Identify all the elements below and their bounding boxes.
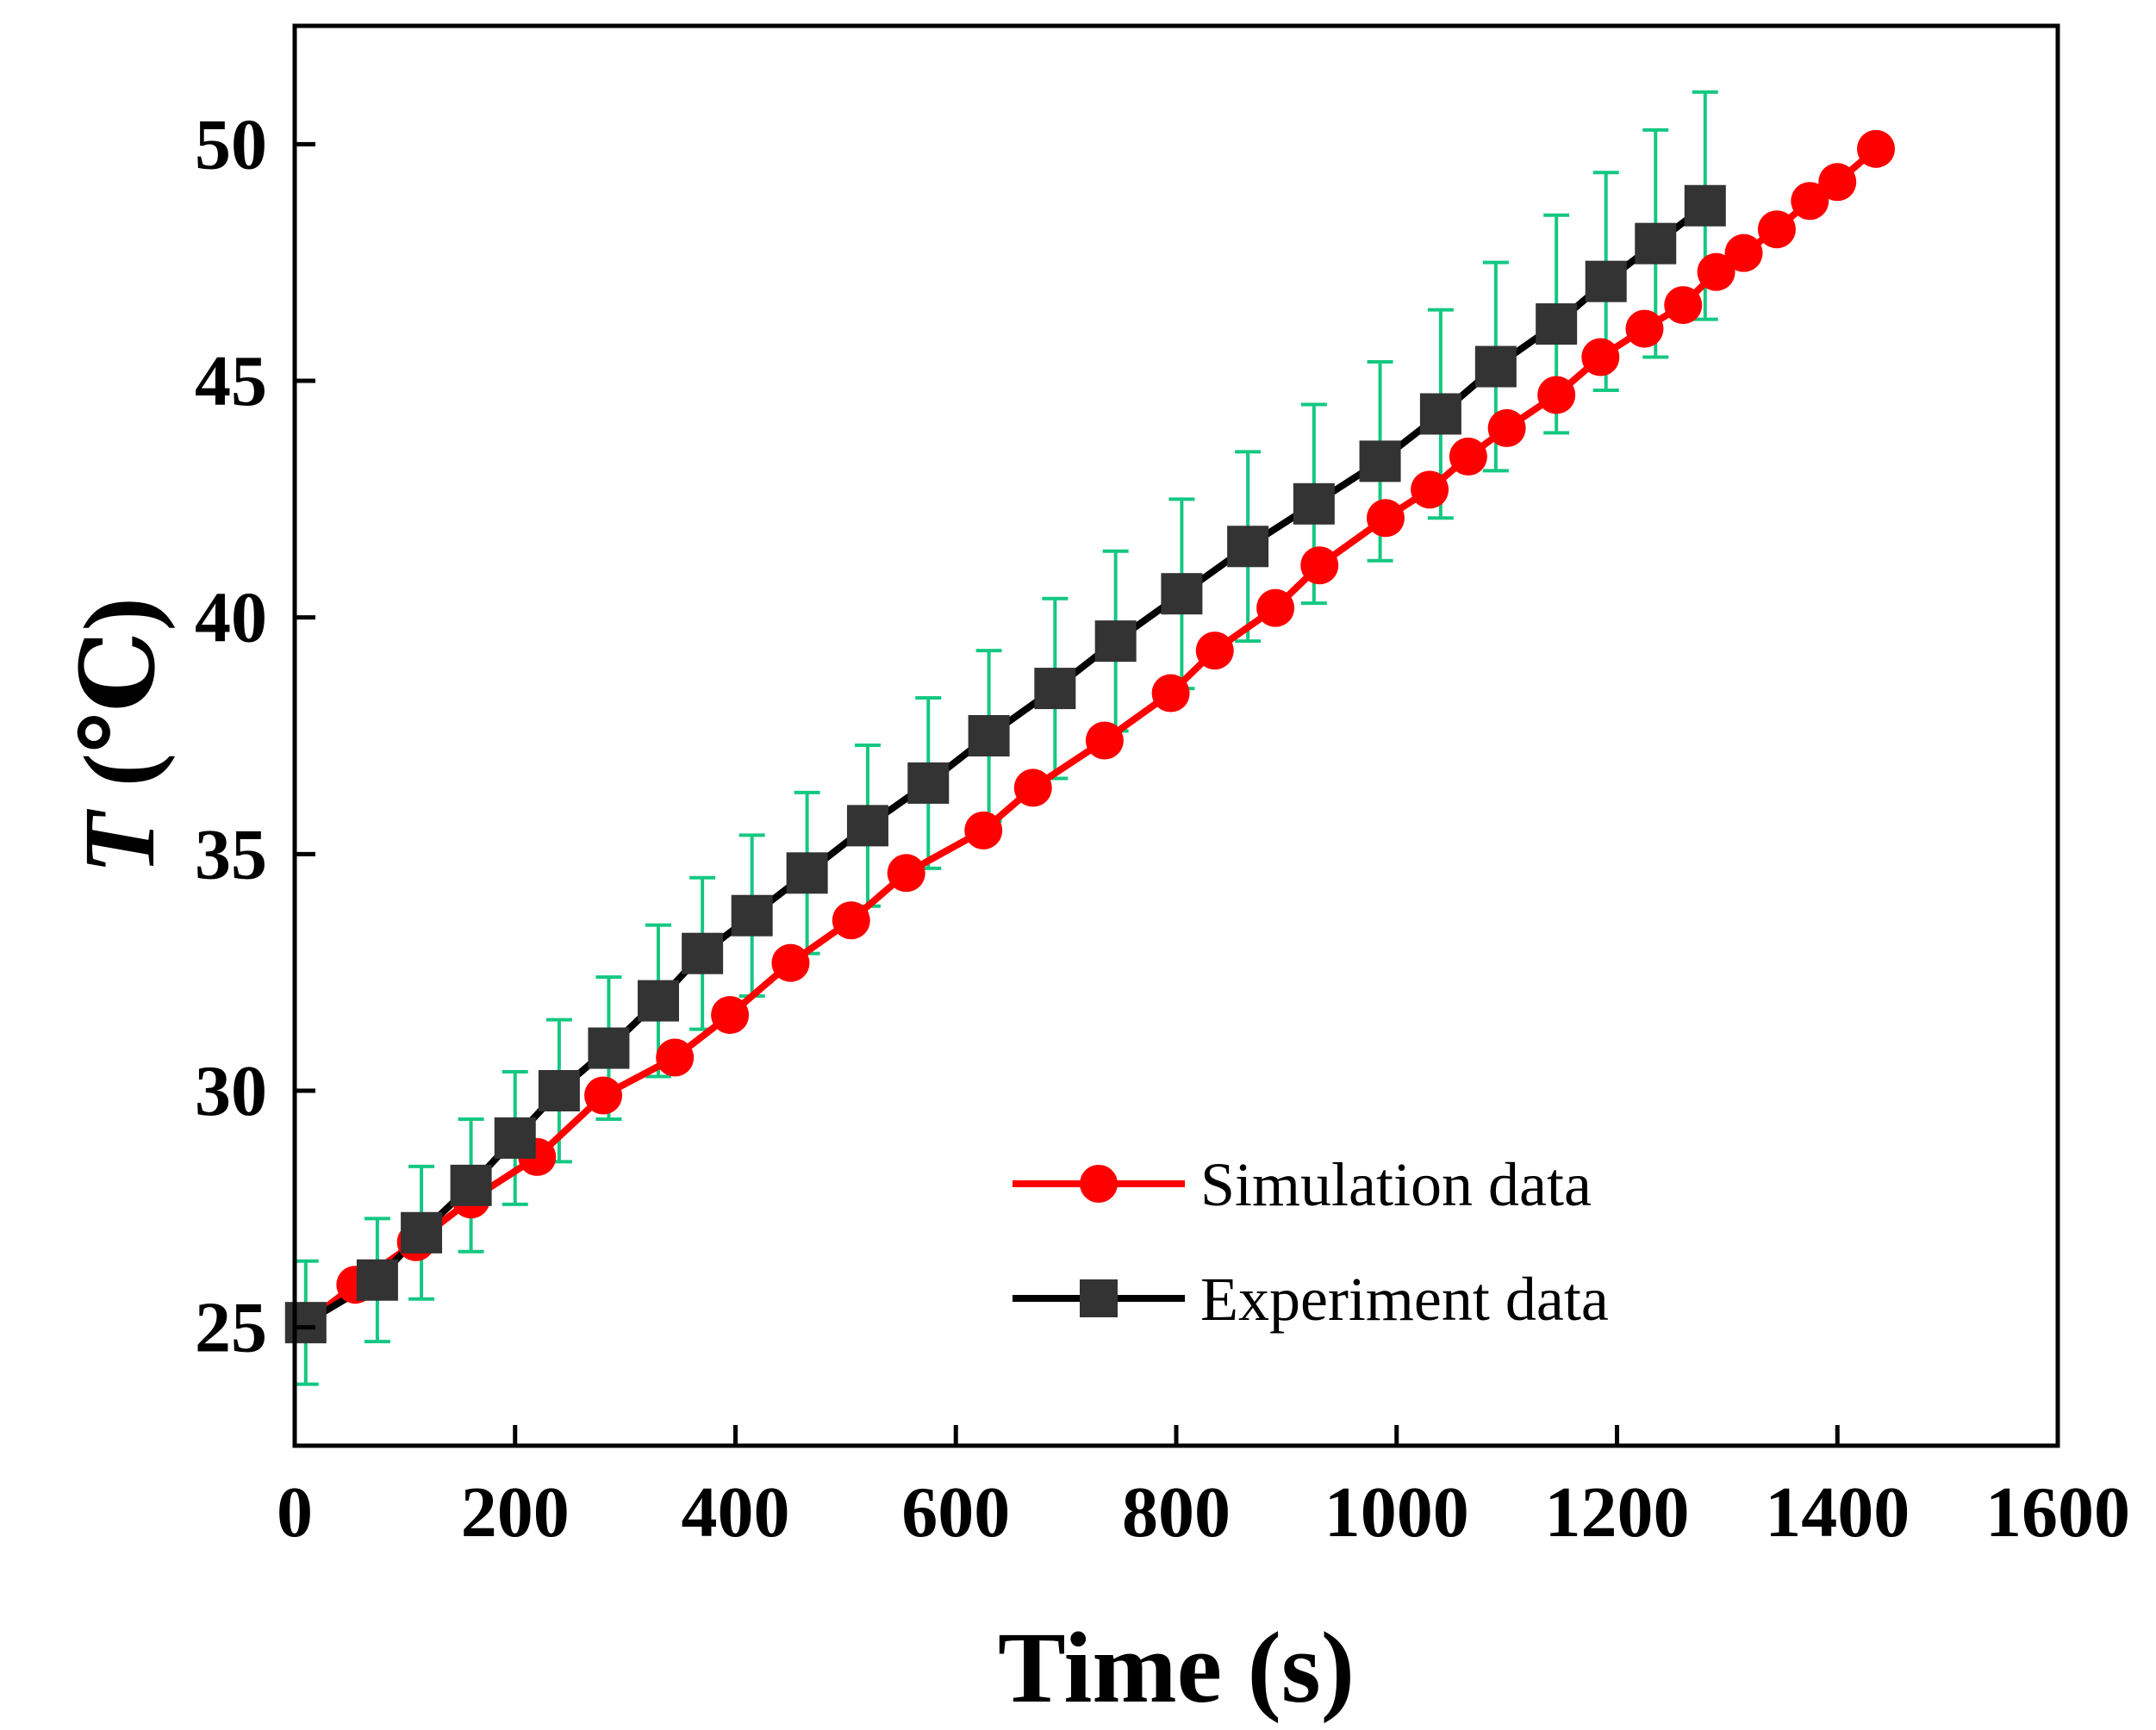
data-point-experiment [1474,345,1517,388]
data-point-experiment [538,1070,580,1111]
data-point-experiment [682,932,724,974]
y-tick-label: 40 [195,578,267,658]
y-tick-label: 30 [195,1051,267,1131]
data-point-experiment [1034,668,1076,710]
y-tick-label: 25 [195,1288,267,1368]
data-point-simulation [1366,499,1405,538]
data-point-simulation [1818,163,1857,202]
data-point-simulation [1411,470,1449,509]
data-point-experiment [356,1259,398,1301]
legend-label-experiment: Experiment data [1200,1265,1609,1334]
data-point-experiment [1536,303,1578,345]
data-point-simulation [1757,210,1796,249]
series-markers [284,129,1896,1344]
data-point-simulation [1300,546,1339,585]
data-point-experiment [1635,222,1677,264]
data-point-experiment [1359,440,1401,482]
data-point-experiment [968,715,1010,756]
y-tick-label: 45 [195,341,267,421]
x-tick-label: 400 [682,1472,790,1553]
legend-label-simulation: Simulation data [1200,1150,1592,1219]
x-tick-label: 800 [1122,1472,1231,1553]
data-point-experiment [907,762,950,804]
data-point-simulation [1625,309,1664,348]
legend: Simulation data Experiment data [1013,1150,1609,1334]
x-tick-label: 1000 [1324,1472,1469,1553]
x-tick-label: 1600 [1985,1472,2130,1553]
data-point-simulation [1487,408,1526,447]
data-point-simulation [887,854,925,893]
data-point-experiment [284,1302,327,1344]
data-point-simulation [1581,338,1620,376]
data-point-experiment [1419,393,1461,435]
x-tick-label: 1400 [1765,1472,1910,1553]
y-tick-label: 50 [195,104,267,184]
data-point-experiment [731,894,773,937]
data-point-experiment [1161,573,1203,615]
x-tick-label: 0 [277,1472,313,1553]
data-point-experiment [494,1117,536,1159]
x-tick-label: 200 [461,1472,570,1553]
data-point-experiment [637,980,679,1022]
data-point-simulation [711,996,750,1035]
data-point-simulation [1697,252,1735,291]
data-point-simulation [656,1038,695,1077]
data-point-simulation [1791,182,1829,221]
data-point-experiment [1585,260,1627,302]
data-point-simulation [1195,632,1234,670]
legend-marker-simulation [1080,1165,1118,1203]
plot-frame [292,23,2060,1448]
y-tick-label: 35 [195,814,267,894]
data-point-experiment [786,852,828,894]
y-axis-symbol: T [63,809,176,874]
data-point-simulation [1664,286,1703,325]
data-point-experiment [1293,482,1335,525]
data-point-simulation [832,901,870,940]
data-point-experiment [401,1211,443,1254]
data-point-simulation [1537,376,1576,414]
data-point-experiment [1227,526,1269,568]
data-point-experiment [1094,620,1137,663]
data-point-simulation [1724,233,1763,272]
data-point-simulation [771,943,810,982]
data-point-experiment [588,1027,630,1069]
data-point-simulation [1256,588,1295,627]
data-point-simulation [964,811,1003,849]
data-point-simulation [1151,674,1190,713]
data-point-simulation [584,1076,623,1115]
data-point-simulation [1857,129,1896,168]
x-tick-label: 600 [901,1472,1010,1553]
legend-marker-experiment [1080,1279,1118,1317]
x-axis-title: Time (s) [998,1611,1355,1724]
data-point-experiment [1684,184,1726,227]
data-point-simulation [1085,721,1124,760]
y-axis-unit: (℃) [63,597,176,812]
data-point-simulation [1013,769,1052,807]
data-point-experiment [450,1164,492,1206]
data-point-experiment [846,805,888,847]
axis-ticks: 0 200 400 600 800 1000 1200 1400 1600 25 30 35 40 45 5… [195,104,2130,1553]
y-axis-title: T (℃) [63,597,176,874]
x-tick-label: 1200 [1545,1472,1690,1553]
data-point-simulation [1449,437,1487,476]
